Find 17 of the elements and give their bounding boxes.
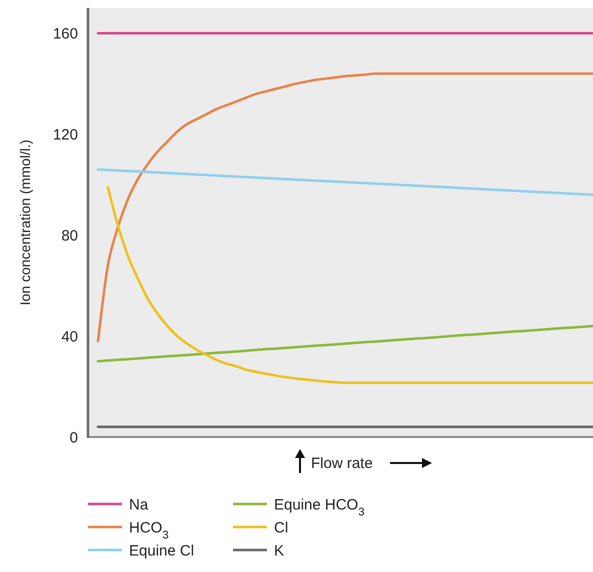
legend-label: Na	[129, 496, 149, 514]
y-tick-label: 40	[61, 328, 78, 346]
line-series	[96, 168, 593, 196]
y-tick-label: 80	[61, 227, 78, 244]
legend-label: HCO$_{3}$	[129, 519, 169, 542]
line-series	[96, 72, 593, 342]
legend-label: Cl	[274, 519, 288, 536]
line-series	[96, 324, 593, 363]
legend-label: K	[274, 542, 284, 560]
y-tick-label: 160	[52, 25, 78, 42]
y-axis-title: Ion concentration (mmol/l.)	[17, 140, 33, 306]
legend-label: Equine Cl	[129, 542, 194, 560]
line-series	[106, 186, 593, 384]
x-axis-title: Flow rate	[311, 455, 373, 472]
legend-label: Equine HCO$_{3}$	[274, 496, 364, 518]
y-tick-label: 0	[70, 429, 78, 446]
y-tick-label: 120	[52, 126, 78, 144]
